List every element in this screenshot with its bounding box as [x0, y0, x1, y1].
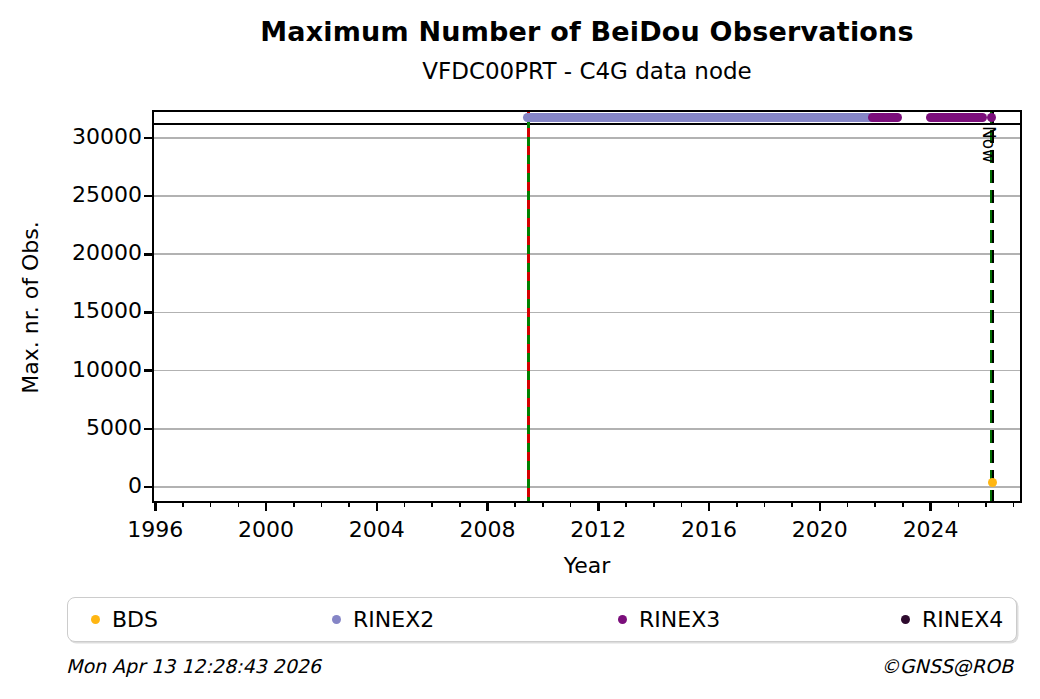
- plot-timestamp: Mon Apr 13 12:28:43 2026: [66, 655, 321, 677]
- gridline: [152, 428, 1022, 430]
- x-axis-label: Year: [152, 553, 1022, 578]
- y-tick-label: 0: [47, 473, 142, 498]
- x-tick-label: 2000: [221, 517, 311, 542]
- x-minor-tick: [431, 503, 433, 507]
- chart-subtitle: VFDC00PRT - C4G data node: [152, 58, 1022, 84]
- x-minor-tick: [874, 503, 876, 507]
- x-minor-tick: [653, 503, 655, 507]
- x-minor-tick: [902, 503, 904, 507]
- now-line-black-dash: [992, 110, 994, 503]
- x-minor-tick: [238, 503, 240, 507]
- x-tick-label: 2016: [664, 517, 754, 542]
- x-minor-tick: [736, 503, 738, 507]
- x-tick: [486, 503, 489, 511]
- copyright: ©GNSS@ROB: [881, 655, 1013, 677]
- x-minor-tick: [1013, 503, 1015, 507]
- x-minor-tick: [958, 503, 960, 507]
- plot-area: 0500010000150002000025000300001996200020…: [152, 110, 1022, 503]
- legend-label-rinex3: RINEX3: [639, 607, 720, 632]
- x-tick-label: 1996: [110, 517, 200, 542]
- plot-frame: [152, 110, 1022, 503]
- rinex4-marker-icon: [901, 615, 910, 624]
- y-tick-label: 5000: [47, 415, 142, 440]
- y-tick-label: 25000: [47, 182, 142, 207]
- y-tick: [144, 428, 152, 431]
- x-minor-tick: [459, 503, 461, 507]
- data-point-bds: [988, 478, 997, 487]
- x-minor-tick: [625, 503, 627, 507]
- gridline: [152, 253, 1022, 255]
- x-minor-tick: [791, 503, 793, 507]
- equipment-change-line: [527, 110, 530, 503]
- x-tick-label: 2024: [886, 517, 976, 542]
- x-minor-tick: [321, 503, 323, 507]
- legend: BDS RINEX2 RINEX3 RINEX4: [67, 597, 1017, 642]
- gridline: [152, 195, 1022, 197]
- x-tick-label: 2004: [332, 517, 422, 542]
- data-point-rinex3: [987, 113, 996, 122]
- figure: Maximum Number of BeiDou Observations VF…: [0, 0, 1040, 699]
- legend-item-rinex3: RINEX3: [618, 598, 720, 641]
- x-minor-tick: [348, 503, 350, 507]
- series-band-rinex3: [936, 113, 987, 122]
- x-tick-label: 2008: [443, 517, 533, 542]
- legend-label-rinex2: RINEX2: [353, 607, 434, 632]
- gridline: [152, 486, 1022, 488]
- x-minor-tick: [847, 503, 849, 507]
- y-tick: [144, 195, 152, 198]
- y-tick: [144, 253, 152, 256]
- legend-label-bds: BDS: [112, 607, 158, 632]
- y-tick-label: 15000: [47, 298, 142, 323]
- y-tick-label: 30000: [47, 124, 142, 149]
- y-axis-label: Max. nr. of Obs.: [18, 208, 43, 408]
- x-minor-tick: [182, 503, 184, 507]
- x-minor-tick: [542, 503, 544, 507]
- rinex3-marker-icon: [618, 615, 627, 624]
- series-band-rinex3: [882, 113, 902, 122]
- y-tick: [144, 369, 152, 372]
- rinex2-marker-icon: [332, 615, 341, 624]
- series-band-rinex2: [523, 113, 876, 122]
- x-tick: [376, 503, 379, 511]
- x-minor-tick: [764, 503, 766, 507]
- chart-title: Maximum Number of BeiDou Observations: [152, 16, 1022, 47]
- x-tick-label: 2012: [553, 517, 643, 542]
- x-tick: [597, 503, 600, 511]
- x-minor-tick: [681, 503, 683, 507]
- x-tick-label: 2020: [775, 517, 865, 542]
- x-tick: [819, 503, 822, 511]
- y-tick-label: 10000: [47, 357, 142, 382]
- y-tick-label: 20000: [47, 240, 142, 265]
- x-minor-tick: [985, 503, 987, 507]
- x-tick: [154, 503, 157, 511]
- gridline: [152, 312, 1022, 314]
- now-label: Now: [979, 126, 999, 163]
- x-minor-tick: [210, 503, 212, 507]
- legend-item-bds: BDS: [91, 598, 158, 641]
- max-observations-line: [152, 123, 1022, 126]
- x-tick: [708, 503, 711, 511]
- y-tick: [144, 486, 152, 489]
- x-minor-tick: [570, 503, 572, 507]
- legend-item-rinex2: RINEX2: [332, 598, 434, 641]
- legend-label-rinex4: RINEX4: [922, 607, 1003, 632]
- y-tick: [144, 311, 152, 314]
- legend-item-rinex4: RINEX4: [901, 598, 1003, 641]
- gridline: [152, 137, 1022, 139]
- y-tick: [144, 137, 152, 140]
- x-tick: [265, 503, 268, 511]
- x-minor-tick: [293, 503, 295, 507]
- x-minor-tick: [514, 503, 516, 507]
- x-tick: [929, 503, 932, 511]
- bds-marker-icon: [91, 615, 100, 624]
- gridline: [152, 370, 1022, 372]
- x-minor-tick: [404, 503, 406, 507]
